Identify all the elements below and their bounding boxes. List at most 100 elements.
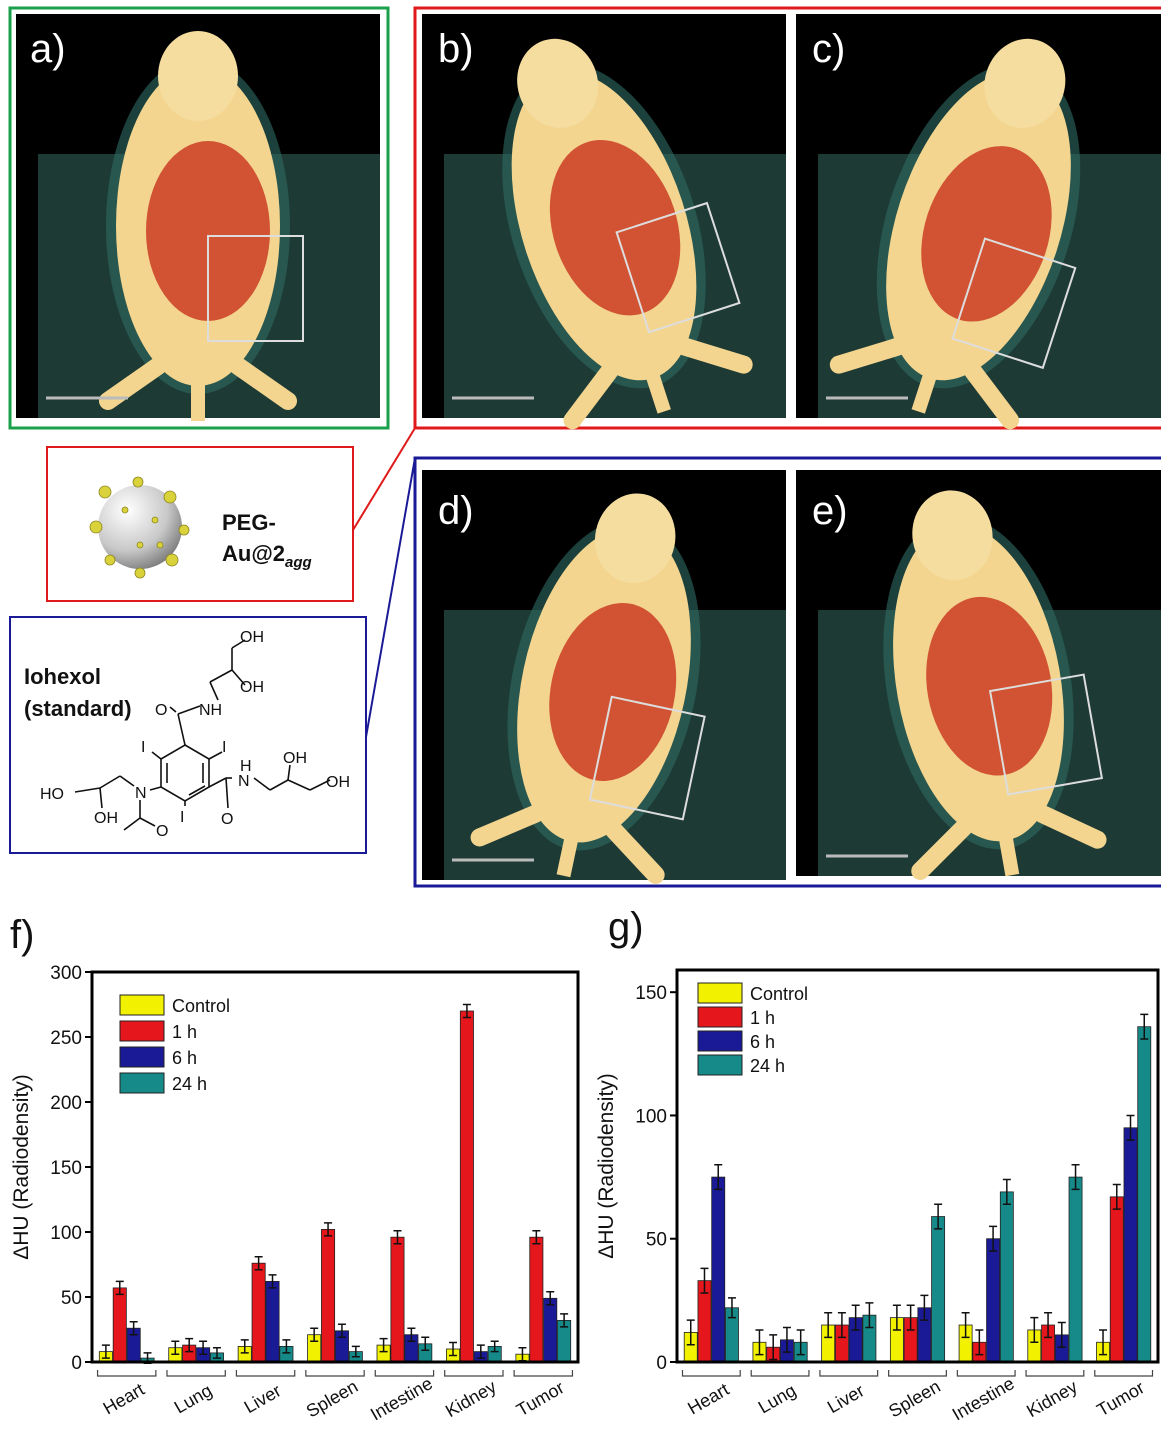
- bar: [712, 1177, 725, 1362]
- x-tick-label: Lung: [755, 1380, 800, 1417]
- legend-swatch: [120, 995, 164, 1015]
- atom: O: [155, 702, 167, 719]
- x-tick-label: Intestine: [367, 1373, 436, 1424]
- x-tick-label: Intestine: [949, 1373, 1018, 1424]
- y-tick-label: 0: [71, 1353, 82, 1374]
- bar: [932, 1217, 945, 1362]
- y-tick-label: 0: [656, 1353, 667, 1374]
- panel-label: e): [812, 489, 848, 533]
- group-bracket: [1026, 1370, 1084, 1376]
- group-bracket: [682, 1370, 740, 1376]
- atom: OH: [94, 810, 118, 827]
- x-tick-label: Kidney: [1023, 1376, 1081, 1421]
- mouse-tail: [563, 832, 572, 876]
- group-bracket: [751, 1370, 809, 1376]
- legend-label: 6 h: [172, 1048, 197, 1068]
- atom: I: [180, 809, 184, 826]
- group-bracket: [98, 1370, 156, 1376]
- bar: [1000, 1192, 1013, 1362]
- mouse-tail: [1005, 831, 1013, 875]
- x-tick-label: Tumor: [1093, 1377, 1147, 1420]
- bar: [266, 1281, 279, 1362]
- figure: a) b) c) d) e) f) g) PEG- Au@2agg Iohexo…: [0, 0, 1161, 1439]
- bar: [1110, 1197, 1123, 1362]
- connector: [366, 458, 415, 737]
- panel-label: c): [812, 27, 845, 71]
- x-tick-label: Liver: [824, 1380, 868, 1417]
- legend-label: Control: [172, 996, 230, 1016]
- iohexol-name: Iohexol: [24, 664, 101, 689]
- x-tick-label: Heart: [100, 1379, 148, 1418]
- group-bracket: [514, 1370, 572, 1376]
- x-tick-label: Spleen: [303, 1376, 362, 1421]
- legend-swatch: [120, 1021, 164, 1041]
- y-axis-title: ΔHU (Radiodensity): [10, 1074, 33, 1260]
- atom: O: [221, 811, 233, 828]
- atom: OH: [240, 629, 264, 646]
- y-axis-title: ΔHU (Radiodensity): [595, 1073, 618, 1259]
- legend-label: 24 h: [750, 1056, 785, 1076]
- y-tick-label: 50: [61, 1288, 82, 1309]
- group-bracket: [1095, 1370, 1153, 1376]
- bar: [544, 1298, 557, 1362]
- legend-swatch: [698, 1055, 742, 1075]
- atom: OH: [326, 774, 350, 791]
- legend-label: 24 h: [172, 1074, 207, 1094]
- x-tick-label: Liver: [241, 1380, 285, 1417]
- x-tick-label: Lung: [171, 1380, 216, 1417]
- name-part: Au@2: [222, 541, 285, 566]
- legend-swatch: [698, 1031, 742, 1051]
- atom: OH: [283, 750, 307, 767]
- panel-label: d): [438, 489, 474, 533]
- subscript: agg: [285, 554, 312, 571]
- nanoparticle-name: PEG-: [222, 510, 276, 535]
- atom: NH: [199, 702, 222, 719]
- y-tick-label: 250: [50, 1028, 82, 1049]
- group-bracket: [889, 1370, 947, 1376]
- group-bracket: [167, 1370, 225, 1376]
- bar: [1069, 1177, 1082, 1362]
- legend-label: 1 h: [750, 1008, 775, 1028]
- bar: [460, 1011, 473, 1362]
- legend-swatch: [120, 1047, 164, 1067]
- bar: [113, 1288, 126, 1362]
- mouse-head: [158, 31, 238, 121]
- bar: [321, 1229, 334, 1362]
- x-tick-label: Kidney: [442, 1376, 500, 1421]
- x-tick-label: Spleen: [885, 1376, 944, 1421]
- bar: [987, 1239, 1000, 1362]
- chart: 0 50 100 150 Heart Lung Liver SpleenIntestineKi…: [595, 970, 1158, 1424]
- bar: [252, 1263, 265, 1362]
- panel-label: a): [30, 27, 66, 71]
- legend-label: 1 h: [172, 1022, 197, 1042]
- atom: I: [141, 739, 145, 756]
- group-bracket: [445, 1370, 503, 1376]
- x-tick-label: Tumor: [513, 1377, 567, 1420]
- bar: [391, 1237, 404, 1362]
- panel-label: b): [438, 27, 474, 71]
- y-tick-label: 150: [50, 1158, 82, 1179]
- bar: [1138, 1027, 1151, 1362]
- legend-label: Control: [750, 984, 808, 1004]
- x-tick-label: Heart: [684, 1379, 732, 1418]
- y-tick-label: 200: [50, 1093, 82, 1114]
- bar: [1124, 1128, 1137, 1362]
- y-tick-label: 150: [635, 983, 667, 1004]
- y-tick-label: 100: [50, 1223, 82, 1244]
- y-tick-label: 300: [50, 963, 82, 984]
- atom: N: [135, 785, 147, 802]
- group-bracket: [306, 1370, 364, 1376]
- legend-label: 6 h: [750, 1032, 775, 1052]
- iohexol-note: (standard): [24, 696, 132, 721]
- atom: I: [222, 739, 226, 756]
- atom: HO: [40, 786, 64, 803]
- y-tick-label: 50: [646, 1230, 667, 1251]
- y-tick-label: 100: [635, 1106, 667, 1127]
- atom: OH: [240, 679, 264, 696]
- iohexol-box: [10, 617, 366, 853]
- panel-label: g): [608, 905, 644, 949]
- atom: N: [238, 773, 250, 790]
- legend-swatch: [120, 1073, 164, 1093]
- legend-swatch: [698, 983, 742, 1003]
